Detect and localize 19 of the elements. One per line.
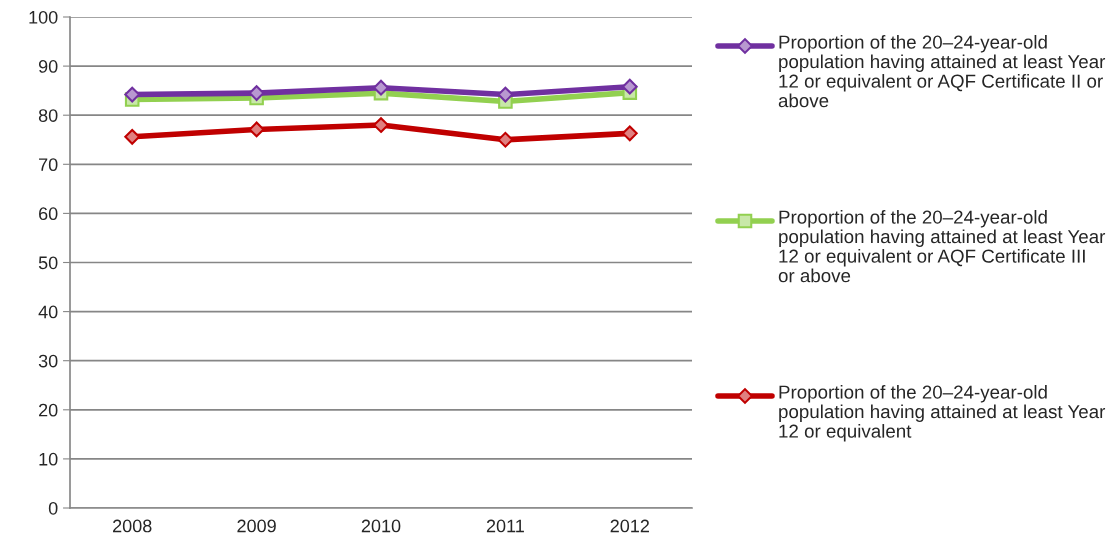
legend-label: Proportion of the 20–24-year-old population having attained at least Year 12 or equivalent [779, 385, 1106, 442]
y-tick-label: 80 [38, 109, 58, 122]
y-tick-label: 70 [39, 158, 58, 172]
x-tick-label: 2011 [486, 519, 524, 533]
legend-label: Proportion of the 20–24-year-old population having attained at least Year 12 or equivalent or AQF Certificate III or above [778, 210, 1106, 283]
y-tick-label: 0 [48, 501, 58, 515]
y-tick-label: 90 [38, 60, 58, 73]
y-tick-label: 30 [38, 354, 58, 368]
y-tick-label: 50 [38, 256, 58, 270]
legend-label: Proportion of the 20–24-year-old population having attained at least Year 12 or equivalent or AQF Certificate II or above [778, 35, 1106, 108]
y-tick-label: 10 [39, 452, 58, 466]
x-tick-label: 2010 [361, 519, 401, 533]
x-tick-label: 2009 [237, 519, 276, 533]
y-tick-label: 100 [29, 10, 58, 24]
y-tick-label: 60 [39, 207, 58, 221]
x-tick-label: 2012 [610, 519, 649, 533]
x-tick-label: 2008 [113, 519, 152, 533]
y-tick-label: 40 [38, 305, 58, 319]
y-tick-label: 20 [39, 403, 58, 417]
